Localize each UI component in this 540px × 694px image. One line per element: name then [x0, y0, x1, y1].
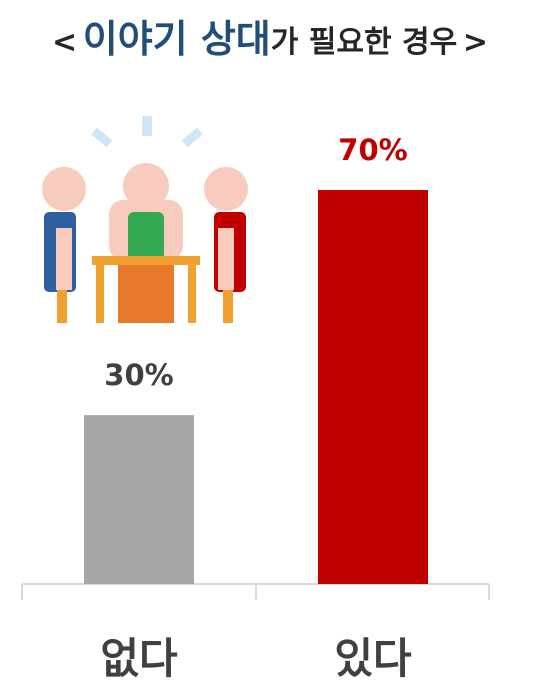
category-label: 있다: [334, 634, 412, 683]
bar-value-label: 30%: [104, 358, 173, 392]
bar-yes: [318, 190, 428, 584]
bar-value-label: 70%: [338, 133, 407, 167]
title-rest: 가 필요한 경우: [270, 25, 458, 60]
category-label: 없다: [100, 634, 178, 683]
bar-none: [84, 415, 194, 584]
title-close-bracket: >: [462, 25, 488, 60]
chart-title: < 이야기 상대가 필요한 경우 >: [0, 8, 540, 63]
title-open-bracket: <: [52, 25, 78, 60]
people-meeting-at-table-icon: [42, 116, 248, 323]
title-highlight: 이야기 상대: [82, 17, 271, 61]
